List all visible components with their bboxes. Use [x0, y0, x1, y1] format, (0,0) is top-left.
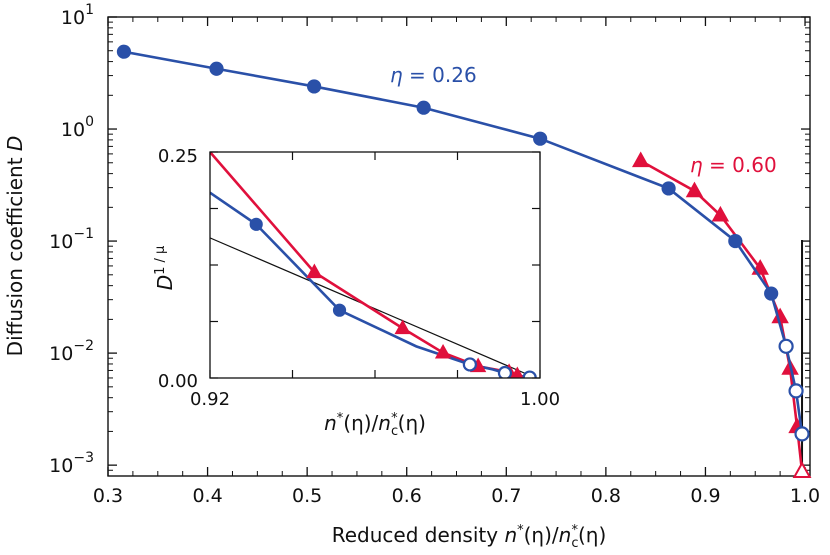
x-tick-label: 0.6 [392, 485, 422, 507]
series-eta-060-point [685, 181, 704, 198]
series-eta-026-point [788, 383, 804, 399]
inset-x-tick-label-right: 1.00 [520, 389, 560, 410]
series-eta-026-point [116, 44, 132, 59]
main-y-axis-title: Diffusion coefficient D [3, 136, 27, 357]
x-tick-label: 0.3 [93, 485, 123, 507]
inset-series-eta-060-point [394, 319, 411, 335]
inset-x-axis-title: n*(η)/nc*(η) [324, 411, 426, 439]
series-eta-026-point [416, 100, 431, 115]
series-eta-060-point [711, 205, 730, 222]
inset-y-tick-label-bottom: 0.00 [158, 371, 198, 392]
x-tick-label: 0.7 [491, 485, 521, 507]
inset-series-eta-026-point [462, 357, 477, 372]
y-tick-label: 10−1 [49, 226, 94, 253]
inset-series-eta-060-point [434, 343, 452, 359]
inset-series-eta-060-point [510, 366, 524, 378]
series-eta-060-point [631, 151, 650, 168]
inset-series-eta-026-point [332, 303, 347, 317]
main-x-tick-labels: 0.3 0.4 0.5 0.6 0.7 0.8 0.9 1.0 [93, 485, 820, 507]
series-eta-026-point [764, 286, 779, 301]
main-y-tick-labels: 101 100 10−1 10−2 10−3 [49, 2, 94, 477]
main-x-axis-title: Reduced density n*(η)/nc*(η) [332, 523, 607, 551]
y-tick-label: 10−2 [49, 338, 94, 365]
inset-y-tick-label-top: 0.25 [158, 146, 198, 167]
series-eta-026-point [661, 181, 676, 196]
label-eta-026: η = 0.26 [390, 63, 477, 87]
x-tick-label: 0.4 [192, 485, 222, 507]
inset-series-eta-026-point [497, 365, 513, 378]
series-eta-026-point [209, 61, 224, 76]
inset-plot: 0.25 0.00 0.92 1.00 n*(η)/nc*(η) D1 / μ [153, 146, 560, 439]
x-tick-label: 0.5 [292, 485, 322, 507]
inset-background [210, 152, 540, 378]
series-eta-026-point [728, 233, 743, 249]
y-tick-label: 101 [61, 2, 94, 29]
x-tick-label: 1.0 [790, 485, 820, 507]
x-tick-label: 0.8 [591, 485, 621, 507]
x-tick-label: 0.9 [690, 485, 720, 507]
inset-ticks [209, 151, 541, 379]
label-eta-060: η = 0.60 [690, 153, 777, 177]
inset-series-eta-060-point [306, 263, 323, 279]
series-eta-026-point [307, 79, 322, 94]
series-eta-026-point [794, 426, 810, 442]
inset-data [210, 152, 537, 378]
series-eta-026-point [533, 131, 548, 146]
inset-y-axis-title: D1 / μ [153, 246, 177, 291]
series-eta-026-point [778, 338, 794, 354]
y-tick-label: 100 [61, 114, 94, 141]
inset-x-tick-label-left: 0.92 [190, 389, 230, 410]
main-plot: 0.3 0.4 0.5 0.6 0.7 0.8 0.9 1.0 10110010−110−21… [49, 2, 820, 507]
inset-series-eta-026-point [249, 217, 263, 231]
y-tick-label: 10−3 [49, 450, 94, 477]
series-eta-060-point [792, 461, 812, 479]
